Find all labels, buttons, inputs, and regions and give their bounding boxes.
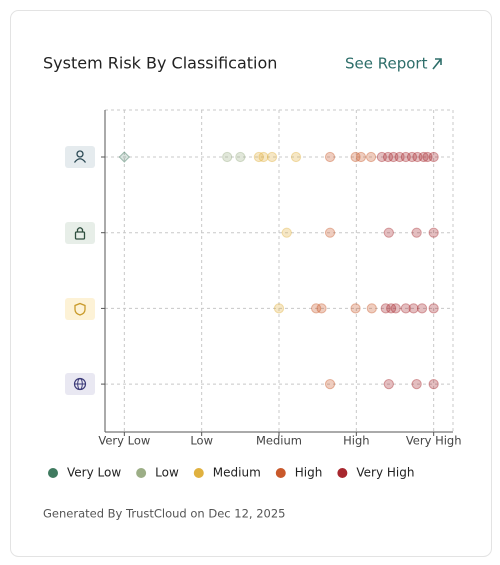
risk-point [355, 151, 367, 163]
legend-item: Very High [337, 466, 414, 480]
card [10, 10, 492, 557]
risk-point [311, 303, 322, 314]
risk-point [290, 151, 302, 163]
legend-label: Very Low [67, 466, 121, 480]
risk-point [253, 151, 264, 163]
legend-swatch [48, 468, 58, 478]
risk-point [366, 303, 377, 314]
link-arrow[interactable] [432, 58, 442, 70]
risk-point [365, 151, 377, 163]
risk-point [386, 303, 397, 314]
risk-point [428, 151, 439, 163]
risk-point [324, 379, 336, 390]
risk-point [382, 151, 394, 163]
legend-swatch [337, 468, 348, 478]
risk-point [350, 151, 361, 163]
row-icon-lock [65, 222, 95, 244]
risk-point [400, 151, 411, 163]
risk-point [266, 151, 278, 163]
x-tick-label: Medium [256, 434, 302, 448]
risk-point [273, 303, 285, 314]
x-tick-label: Very Low [98, 434, 150, 448]
card-title: System Risk By Classification [43, 54, 277, 73]
risk-point [324, 151, 336, 163]
risk-point [376, 151, 387, 163]
legend-item: Very Low [48, 466, 121, 480]
risk-point [222, 151, 233, 163]
legend-swatch [136, 468, 147, 478]
footer-text: Generated By TrustCloud on Dec 12, 2025 [43, 507, 285, 521]
row-icon-shield [65, 298, 95, 320]
x-tick-label: Low [190, 434, 213, 448]
legend-item: High [275, 466, 323, 480]
risk-point [118, 151, 131, 163]
legend-item: Medium [193, 466, 261, 480]
legend-label: Very High [356, 466, 414, 480]
legend-label: Low [155, 466, 179, 480]
risk-point [380, 303, 391, 314]
risk-point [316, 303, 327, 314]
row-icon-globe [65, 373, 95, 395]
risk-point [418, 151, 429, 163]
risk-point [235, 151, 246, 163]
risk-point [428, 379, 439, 390]
risk-point [400, 303, 411, 314]
link-text[interactable]: See Report [345, 55, 428, 73]
legend-swatch [193, 468, 204, 478]
risk-point [411, 227, 422, 238]
x-tick-label: Very High [406, 434, 462, 448]
risk-point [408, 303, 419, 314]
x-tick-label: High [343, 434, 369, 448]
risk-point [416, 303, 428, 314]
row-icon-user [65, 146, 95, 168]
legend-swatch [275, 468, 286, 478]
risk-point [428, 227, 439, 238]
risk-point [428, 303, 439, 314]
risk-point [383, 227, 394, 238]
see-report-link[interactable]: See Report [345, 55, 442, 73]
legend-label: High [295, 466, 323, 480]
risk-point [422, 151, 433, 163]
risk-point [324, 227, 336, 238]
risk-point [258, 151, 269, 163]
risk-point [350, 303, 361, 314]
risk-point [383, 379, 394, 390]
risk-point [390, 303, 401, 314]
legend-label: Medium [213, 466, 261, 480]
risk-point [411, 379, 422, 390]
legend-item: Low [136, 466, 179, 480]
risk-point [412, 151, 423, 163]
risk-point [388, 151, 399, 163]
risk-point [281, 227, 292, 238]
risk-point [394, 151, 405, 163]
risk-point [406, 151, 418, 163]
